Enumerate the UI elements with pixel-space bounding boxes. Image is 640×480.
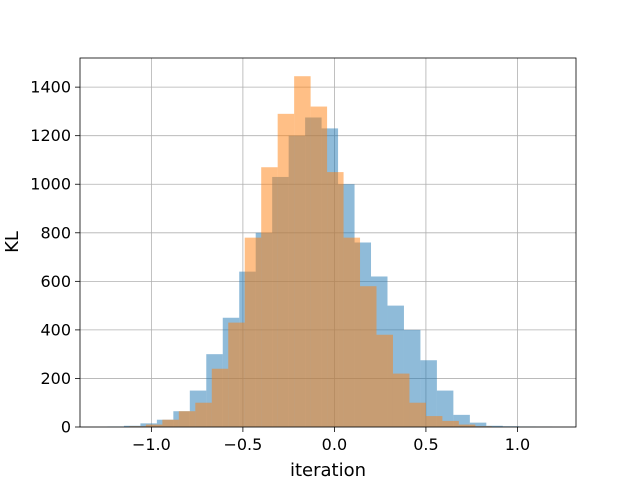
histogram-bar — [178, 411, 196, 427]
x-tick-label: −0.5 — [223, 435, 262, 454]
histogram-bar — [360, 286, 377, 427]
y-axis-label: KL — [2, 231, 23, 253]
y-tick-label: 800 — [40, 223, 71, 242]
histogram-bar — [458, 424, 476, 427]
ticks-layer: −1.0 −0.5 0.0 0.5 1.0 0 200 400 600 800 1000 1200 14… — [30, 78, 530, 454]
histogram-bar — [486, 425, 503, 427]
y-tick-label: 1000 — [30, 175, 71, 194]
histogram-bar — [392, 373, 410, 427]
bars-layer — [107, 76, 553, 428]
x-axis-label: iteration — [290, 460, 366, 480]
y-tick-label: 400 — [40, 320, 71, 339]
histogram-bar — [376, 334, 393, 427]
y-tick-label: 1400 — [30, 78, 71, 97]
histogram-bar — [469, 422, 487, 427]
histogram-bar — [409, 402, 426, 427]
histogram-bar — [228, 322, 245, 427]
histogram-bar — [277, 113, 295, 428]
histogram-bar — [195, 402, 212, 427]
plot-frame — [79, 57, 577, 428]
x-tick-label: 0.5 — [413, 435, 438, 454]
y-tick-label: 600 — [40, 272, 71, 291]
histogram-bar — [310, 106, 328, 427]
x-tick-label: 0.0 — [322, 435, 347, 454]
histogram-bar — [343, 237, 361, 427]
y-tick-label: 1200 — [30, 126, 71, 145]
histogram-bar — [425, 416, 443, 427]
histogram-bar — [294, 76, 311, 427]
x-tick-label: −1.0 — [132, 435, 171, 454]
histogram-bar — [162, 419, 179, 427]
histogram-bar — [145, 424, 163, 427]
histogram-series-2 — [129, 76, 492, 428]
histogram-bar — [442, 420, 459, 427]
histogram-bar — [327, 172, 344, 427]
y-tick-label: 200 — [40, 369, 71, 388]
y-tick-label: 0 — [61, 418, 71, 437]
histogram-bar — [261, 167, 278, 428]
x-tick-label: 1.0 — [505, 435, 530, 454]
histogram-bar — [244, 237, 262, 427]
histogram-bar — [211, 368, 229, 427]
